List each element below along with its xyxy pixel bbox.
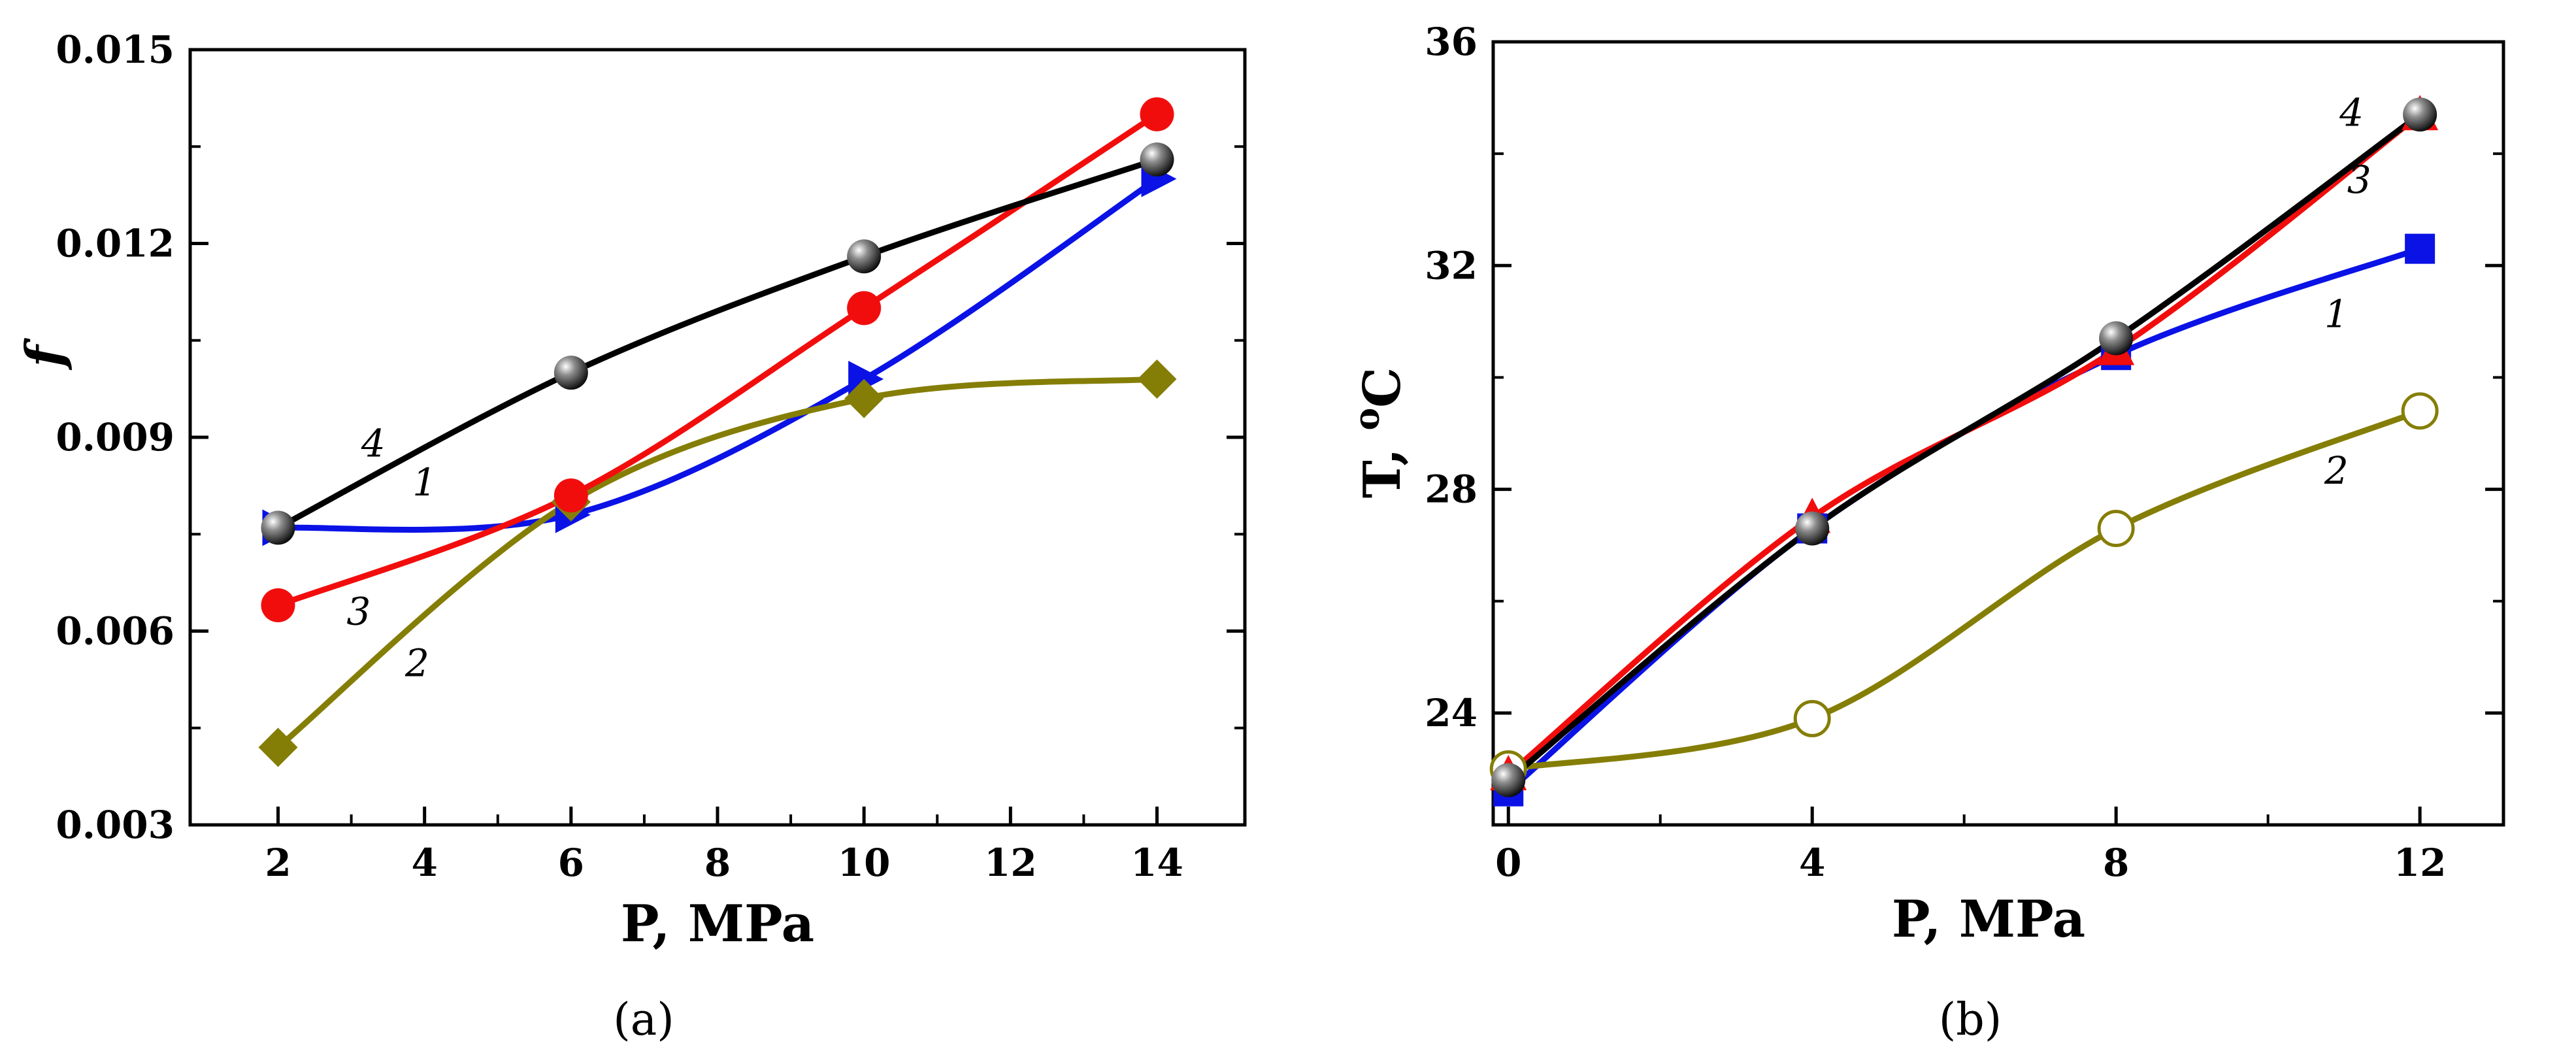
y-tick-label-a-0: 0.003 <box>56 803 174 847</box>
series-line-b-1 <box>1505 246 2423 795</box>
data-point-a-3-2 <box>847 291 882 326</box>
data-point-a-4-0 <box>261 510 295 545</box>
data-point-a-4-1 <box>553 356 588 390</box>
data-point-b-4-2 <box>2099 321 2134 356</box>
data-point-b-2-3 <box>2401 392 2439 430</box>
x-tick-label-b-3: 12 <box>2394 841 2447 885</box>
y-tick-label-b-2: 32 <box>1425 243 1478 288</box>
labels-a: 1 23 4 <box>346 422 437 686</box>
x-tick-label-a-5: 12 <box>984 841 1037 885</box>
series-label-a-4: 4 <box>361 422 386 466</box>
y-tick-label-a-2: 0.009 <box>56 415 174 460</box>
x-tick-label-a-1: 4 <box>411 841 437 885</box>
data-point-b-1-3 <box>2405 233 2436 264</box>
y-tick-label-b-3: 36 <box>1425 20 1478 64</box>
y-axis-title-a: f <box>15 338 74 371</box>
y-tick-label-a-1: 0.006 <box>56 609 174 654</box>
x-axis-title-a: P, MPa <box>621 894 814 954</box>
x-tick-label-a-4: 10 <box>838 841 891 885</box>
data-point-b-4-0 <box>1491 763 1526 797</box>
x-tick-label-b-1: 4 <box>1799 841 1825 885</box>
x-tick-label-b-0: 0 <box>1495 841 1521 885</box>
series-label-b-4: 4 <box>2339 90 2364 135</box>
y-axis-title-b-unit: C <box>1353 367 1412 408</box>
series-label-a-2: 2 <box>405 641 429 686</box>
data-point-b-4-3 <box>2403 97 2437 132</box>
panel-label-a: (a) <box>613 994 674 1046</box>
x-axis-title-b: P, MPa <box>1892 890 2085 949</box>
y-tick-label-b-0: 24 <box>1425 691 1478 735</box>
data-point-b-2-1 <box>1793 699 1831 737</box>
series-label-b-3: 3 <box>2347 158 2371 202</box>
y-axis-title-b-degree: o <box>1347 408 1387 431</box>
y-tick-label-a-4: 0.015 <box>56 27 174 72</box>
panel-label-b: (b) <box>1939 994 2002 1046</box>
curves-a <box>275 111 1160 750</box>
data-point-b-4-1 <box>1795 511 1830 546</box>
series-line-a-4 <box>275 156 1160 531</box>
series-label-b-1: 1 <box>2324 292 2349 336</box>
data-point-a-2-3 <box>1137 359 1177 399</box>
x-tick-label-a-3: 8 <box>704 841 731 885</box>
y-tick-label-a-3: 0.012 <box>56 222 174 266</box>
labels-b: 1 2 3 4 <box>2324 90 2371 493</box>
data-point-a-2-0 <box>258 727 298 767</box>
markers-b <box>1489 95 2439 807</box>
series-label-b-2: 2 <box>2324 448 2349 493</box>
series-line-a-2 <box>275 376 1160 750</box>
data-point-a-4-3 <box>1140 142 1174 177</box>
data-point-a-3-0 <box>261 588 295 622</box>
plot-frame-b <box>1491 40 2505 827</box>
curves-b <box>1505 111 2423 795</box>
data-point-a-2-2 <box>844 378 884 418</box>
series-line-b-4 <box>1505 111 2423 783</box>
x-tick-label-b-2: 8 <box>2103 841 2129 885</box>
data-point-a-4-2 <box>847 239 882 274</box>
y-axis-title-b: T, oC <box>1347 367 1412 499</box>
data-point-b-2-2 <box>2097 509 2135 547</box>
series-line-a-1 <box>275 176 1160 533</box>
data-point-a-3-3 <box>1140 97 1174 131</box>
data-point-a-3-1 <box>553 478 588 512</box>
x-tick-label-a-0: 2 <box>265 841 291 885</box>
markers-a <box>258 97 1177 767</box>
series-line-b-2 <box>1505 408 2423 772</box>
series-label-a-3: 3 <box>346 590 371 634</box>
x-tick-label-a-2: 6 <box>558 841 584 885</box>
series-label-a-1: 1 <box>412 460 437 505</box>
x-tick-label-a-6: 14 <box>1131 841 1183 885</box>
y-tick-label-b-1: 28 <box>1425 467 1478 512</box>
series-line-b-3 <box>1505 111 2423 778</box>
svg-text:T, oC: T, oC <box>1347 367 1412 499</box>
y-axis-title-b-main: T, <box>1353 430 1412 498</box>
